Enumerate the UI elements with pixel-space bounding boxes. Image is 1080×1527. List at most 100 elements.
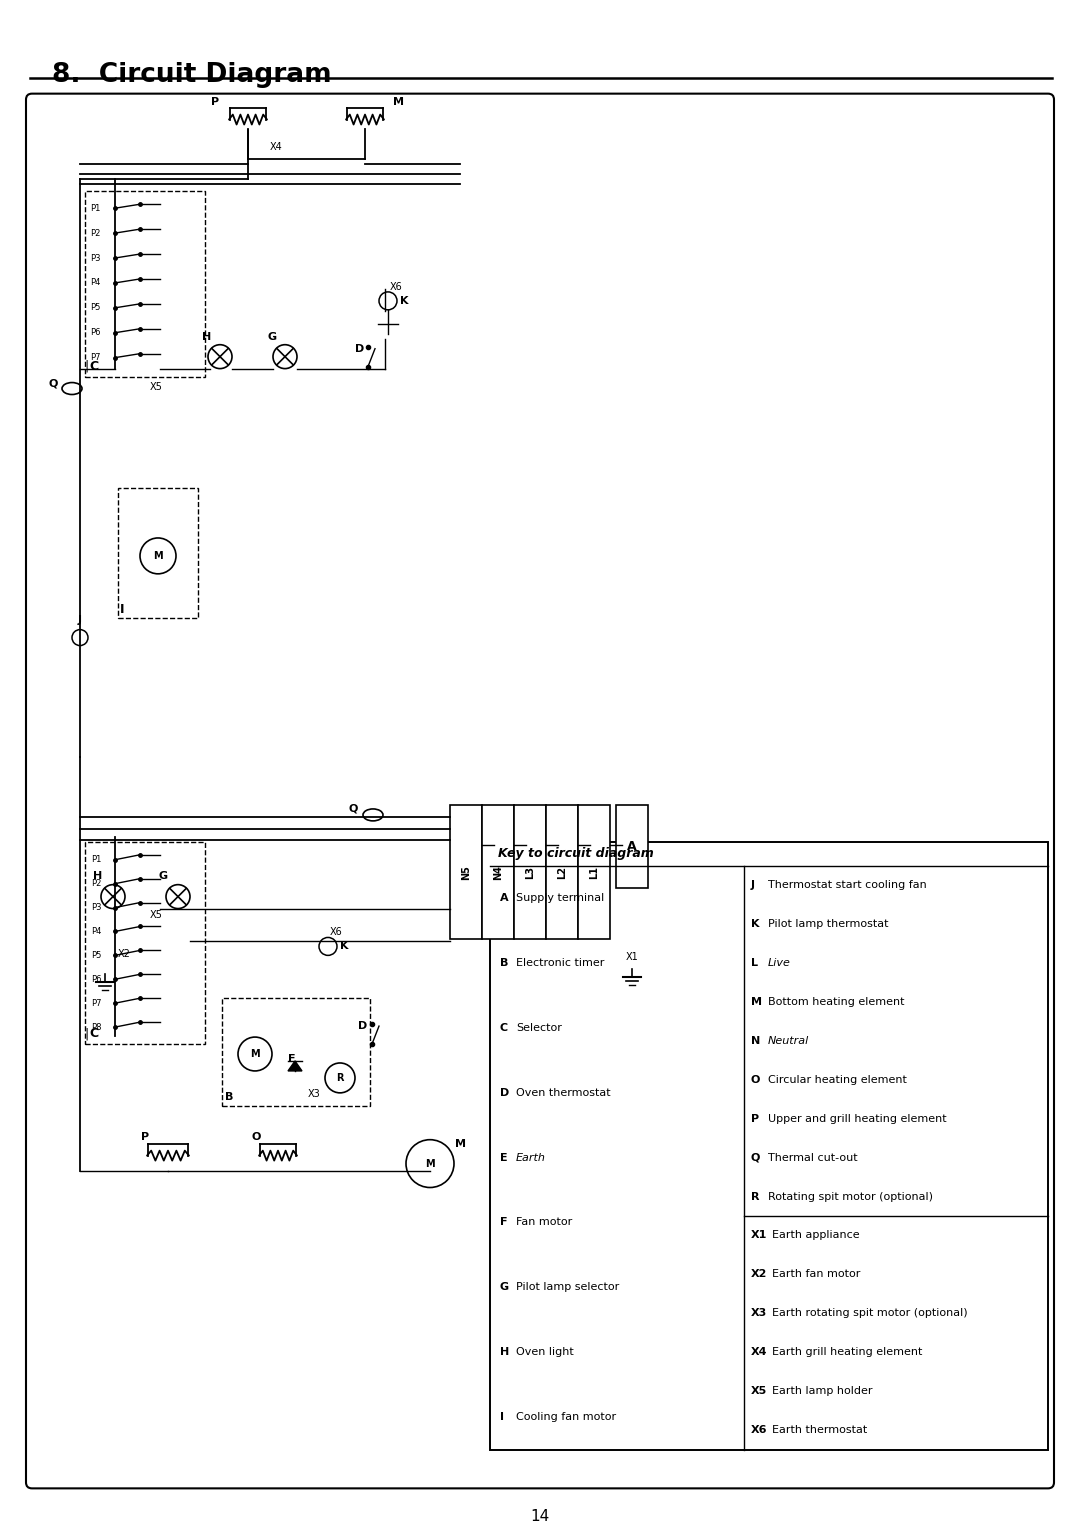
Text: D: D — [355, 344, 364, 354]
Text: X3: X3 — [308, 1089, 321, 1099]
Text: O: O — [252, 1132, 260, 1142]
Text: C: C — [89, 359, 98, 373]
Text: Selector: Selector — [516, 1023, 562, 1032]
Text: P4: P4 — [91, 927, 102, 936]
Bar — [578, 805, 610, 939]
Text: P1: P1 — [90, 203, 100, 212]
Text: J: J — [751, 880, 755, 890]
Text: P6: P6 — [91, 974, 102, 983]
Text: D: D — [357, 1022, 367, 1031]
Text: G: G — [500, 1283, 509, 1292]
Text: N4: N4 — [492, 864, 503, 880]
Text: Q: Q — [751, 1153, 760, 1162]
Text: Earth fan motor: Earth fan motor — [772, 1269, 861, 1280]
Text: H: H — [93, 870, 103, 881]
Text: Q: Q — [349, 803, 357, 814]
Text: H: H — [500, 1347, 510, 1358]
Text: Key to circuit diagram: Key to circuit diagram — [498, 847, 653, 860]
Text: X2: X2 — [118, 950, 131, 959]
Text: C: C — [89, 1028, 98, 1040]
Bar — [85, 191, 205, 377]
Text: M: M — [455, 1139, 465, 1148]
Text: Upper and grill heating element: Upper and grill heating element — [768, 1113, 946, 1124]
Text: X6: X6 — [330, 927, 342, 938]
Text: X5: X5 — [150, 910, 163, 919]
FancyBboxPatch shape — [26, 93, 1054, 1489]
Text: I: I — [120, 603, 124, 615]
Text: X5: X5 — [751, 1387, 767, 1396]
Text: G: G — [268, 331, 276, 342]
Text: A: A — [500, 893, 509, 902]
Text: Neutral: Neutral — [768, 1035, 809, 1046]
Text: X4: X4 — [751, 1347, 768, 1358]
Bar — [514, 805, 546, 939]
Text: Earth: Earth — [516, 1153, 545, 1162]
Text: A: A — [627, 840, 637, 854]
Text: F: F — [288, 1054, 296, 1064]
Bar — [450, 805, 482, 939]
Text: H: H — [202, 331, 212, 342]
Text: F: F — [500, 1217, 508, 1228]
Text: Earth rotating spit motor (optional): Earth rotating spit motor (optional) — [772, 1309, 968, 1318]
Text: M: M — [251, 1049, 260, 1060]
Bar — [546, 805, 578, 939]
Bar — [616, 805, 648, 889]
Text: X6: X6 — [751, 1425, 768, 1435]
Text: Rotating spit motor (optional): Rotating spit motor (optional) — [768, 1191, 933, 1202]
Text: 8.  Circuit Diagram: 8. Circuit Diagram — [52, 61, 332, 87]
Text: B: B — [500, 957, 509, 968]
Text: |: | — [84, 359, 89, 373]
Text: N5: N5 — [461, 864, 471, 880]
Text: M: M — [392, 96, 404, 107]
Text: C: C — [500, 1023, 508, 1032]
Text: L1: L1 — [589, 866, 599, 878]
Text: P3: P3 — [91, 902, 102, 912]
Text: M: M — [751, 997, 761, 1006]
Text: X2: X2 — [751, 1269, 767, 1280]
Text: Earth lamp holder: Earth lamp holder — [772, 1387, 873, 1396]
Text: O: O — [751, 1075, 760, 1084]
Text: Oven thermostat: Oven thermostat — [516, 1087, 610, 1098]
Text: P1: P1 — [91, 855, 102, 864]
Text: Oven light: Oven light — [516, 1347, 573, 1358]
Text: Fan motor: Fan motor — [516, 1217, 572, 1228]
Text: Thermal cut-out: Thermal cut-out — [768, 1153, 858, 1162]
Text: Earth thermostat: Earth thermostat — [772, 1425, 867, 1435]
Text: 14: 14 — [530, 1509, 550, 1524]
Text: X6: X6 — [390, 282, 403, 292]
Text: D: D — [500, 1087, 510, 1098]
Text: P4: P4 — [90, 278, 100, 287]
Text: K: K — [751, 919, 759, 928]
Text: Pilot lamp selector: Pilot lamp selector — [516, 1283, 619, 1292]
Text: M: M — [153, 551, 163, 560]
Text: Supply terminal: Supply terminal — [516, 893, 604, 902]
Text: G: G — [159, 870, 167, 881]
Text: P7: P7 — [91, 999, 102, 1008]
Text: L: L — [751, 957, 758, 968]
Text: |: | — [84, 1028, 89, 1040]
Bar — [118, 489, 198, 617]
Text: P6: P6 — [90, 328, 100, 337]
Text: Pilot lamp thermostat: Pilot lamp thermostat — [768, 919, 889, 928]
Bar — [490, 841, 1048, 1449]
Text: P2: P2 — [90, 229, 100, 238]
Text: I: I — [500, 1412, 504, 1422]
Text: P: P — [211, 96, 219, 107]
Text: P: P — [140, 1132, 149, 1142]
Text: R: R — [336, 1073, 343, 1083]
Text: J: J — [78, 615, 82, 625]
Text: K: K — [340, 942, 349, 951]
Polygon shape — [288, 1061, 302, 1070]
Text: Earth appliance: Earth appliance — [772, 1231, 860, 1240]
Text: X4: X4 — [270, 142, 283, 153]
Text: X5: X5 — [150, 382, 163, 391]
Text: Bottom heating element: Bottom heating element — [768, 997, 904, 1006]
Bar — [85, 841, 205, 1044]
Text: P2: P2 — [91, 880, 102, 889]
Text: Cooling fan motor: Cooling fan motor — [516, 1412, 616, 1422]
Text: E: E — [500, 1153, 508, 1162]
Text: Live: Live — [768, 957, 791, 968]
Text: L3: L3 — [525, 866, 535, 878]
Text: X1: X1 — [751, 1231, 767, 1240]
Text: Thermostat start cooling fan: Thermostat start cooling fan — [768, 880, 927, 890]
